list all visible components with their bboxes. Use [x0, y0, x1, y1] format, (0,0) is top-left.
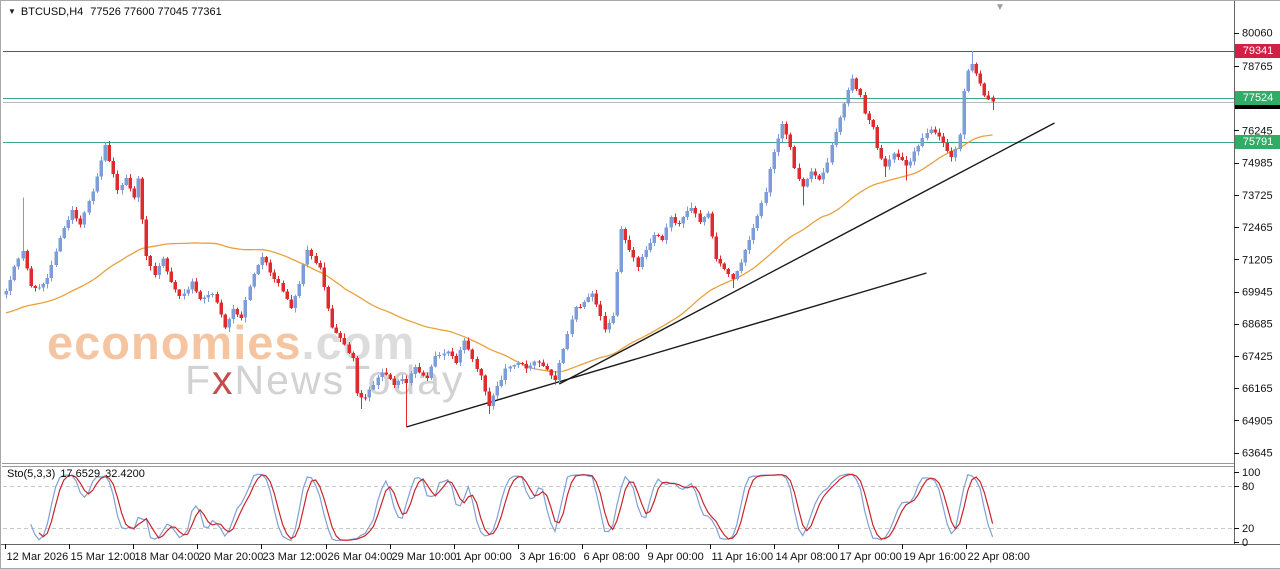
date-tick-label: 23 Mar 12:00	[263, 551, 328, 563]
trend-line	[558, 122, 1055, 385]
price-tick-label: 68685	[1242, 319, 1273, 331]
moving-average-line	[5, 134, 993, 373]
indicator-signal-value: 32.4200	[105, 468, 145, 480]
watermark-brand: economies	[47, 316, 302, 369]
price-tick-label: 67425	[1242, 351, 1273, 363]
date-tick-label: 3 Apr 16:00	[520, 551, 576, 563]
price-tick-label: 76245	[1242, 125, 1273, 137]
date-tick-label: 22 Apr 08:00	[968, 551, 1030, 563]
date-tick-label: 11 Apr 16:00	[712, 551, 774, 563]
indicator-name: Sto(5,3,3)	[7, 468, 56, 480]
resistance-price-tag: 79341	[1235, 44, 1280, 58]
sto-scale-label: 0	[1242, 537, 1248, 549]
date-tick-label: 17 Apr 00:00	[840, 551, 902, 563]
chevron-down-icon[interactable]: ▼	[8, 7, 16, 16]
date-tick-label: 20 Mar 20:00	[199, 551, 264, 563]
date-tick-label: 9 Apr 00:00	[648, 551, 704, 563]
watermark-subbrand: FxNewsToday	[185, 357, 465, 403]
trend-line	[406, 272, 927, 428]
price-tick-label: 78765	[1242, 61, 1273, 73]
date-tick-label: 18 Mar 04:00	[135, 551, 200, 563]
indicator-main-value: 17.6529	[60, 468, 101, 480]
watermark-logo: economies.com	[47, 319, 464, 366]
date-tick-label: 1 Apr 00:00	[456, 551, 512, 563]
price-tick-label: 69945	[1242, 287, 1273, 299]
price-tick-label: 64905	[1242, 416, 1273, 428]
stochastic-main-line	[30, 473, 994, 542]
date-tick-label: 15 Mar 12:00	[71, 551, 136, 563]
symbol-timeframe: BTCUSD,H4	[20, 6, 84, 18]
date-tick-label: 19 Apr 16:00	[904, 551, 966, 563]
stochastic-signal-line	[38, 473, 994, 541]
sto-scale-label: 20	[1242, 523, 1254, 535]
sto-scale-label: 100	[1242, 467, 1260, 479]
price-tick-label: 66165	[1242, 383, 1273, 395]
symbol-title: ▼ BTCUSD,H4 77526 77600 77045 77361	[8, 6, 222, 18]
quote-ohlc: 77526 77600 77045 77361	[90, 6, 222, 18]
watermark: economies.com FxNewsToday	[47, 319, 464, 401]
price-tick-label: 80060	[1242, 28, 1273, 40]
price-tick-label: 74985	[1242, 158, 1273, 170]
date-tick-label: 14 Apr 08:00	[776, 551, 838, 563]
price-tick-label: 73725	[1242, 190, 1273, 202]
upper-support-price-tag: 77524	[1235, 91, 1280, 105]
watermark-x: x	[212, 357, 235, 403]
scroll-to-end-icon[interactable]: ▼	[995, 2, 1005, 13]
date-tick-label: 6 Apr 08:00	[584, 551, 640, 563]
lower-support-price-tag: 75791	[1235, 135, 1280, 149]
indicator-label: Sto(5,3,3) 17.6529 32.4200	[7, 468, 150, 480]
date-tick-label: 29 Mar 10:00	[392, 551, 457, 563]
price-tick-label: 71205	[1242, 254, 1273, 266]
sto-scale-label: 80	[1242, 481, 1254, 493]
price-tick-label: 72465	[1242, 222, 1273, 234]
date-tick-label: 26 Mar 04:00	[328, 551, 393, 563]
date-tick-label: 12 Mar 2026	[7, 551, 69, 563]
price-tick-label: 63645	[1242, 448, 1273, 460]
